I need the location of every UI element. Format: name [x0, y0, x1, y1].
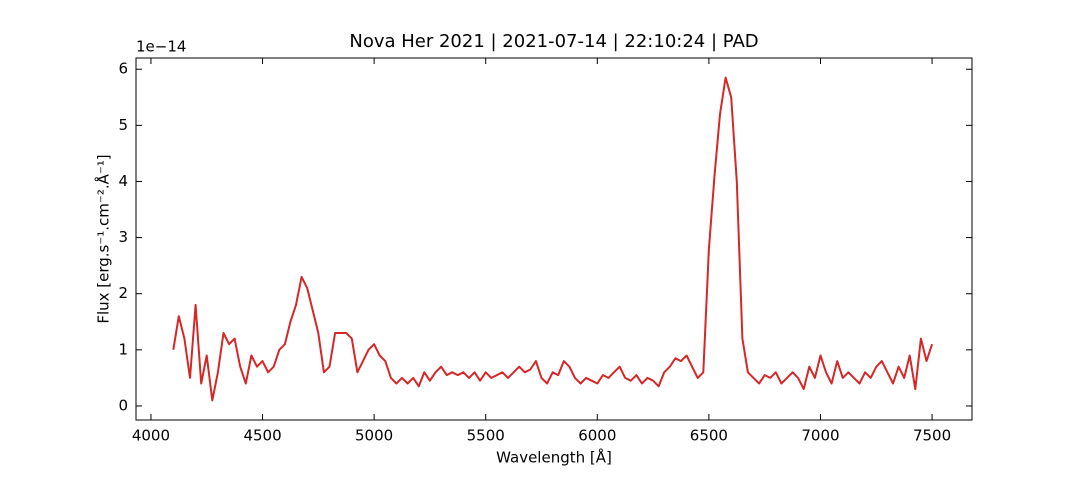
x-axis-label: Wavelength [Å] — [496, 448, 612, 467]
x-tick-label: 5500 — [467, 427, 505, 445]
spectrum-line — [172, 76, 934, 402]
y-offset-label: 1e−14 — [136, 38, 186, 56]
y-tick-label: 2 — [118, 284, 128, 302]
y-tick-label: 6 — [118, 60, 128, 78]
y-tick-label: 1 — [118, 340, 128, 358]
x-tick-label: 6000 — [578, 427, 616, 445]
y-axis-label: Flux [erg.s⁻¹.cm⁻².Å⁻¹] — [94, 154, 113, 323]
y-tick-label: 5 — [118, 116, 128, 134]
chart-title: Nova Her 2021 | 2021-07-14 | 22:10:24 | … — [349, 31, 758, 52]
y-tick-label: 3 — [118, 228, 128, 246]
y-tick-label: 4 — [118, 172, 128, 190]
x-tick-label: 7500 — [913, 427, 951, 445]
plot-frame — [135, 57, 973, 421]
x-tick-label: 5000 — [355, 427, 393, 445]
x-tick-label: 4500 — [243, 427, 281, 445]
x-tick-label: 6500 — [690, 427, 728, 445]
x-tick-label: 4000 — [132, 427, 170, 445]
x-tick-label: 7000 — [801, 427, 839, 445]
y-tick-label: 0 — [118, 396, 128, 414]
